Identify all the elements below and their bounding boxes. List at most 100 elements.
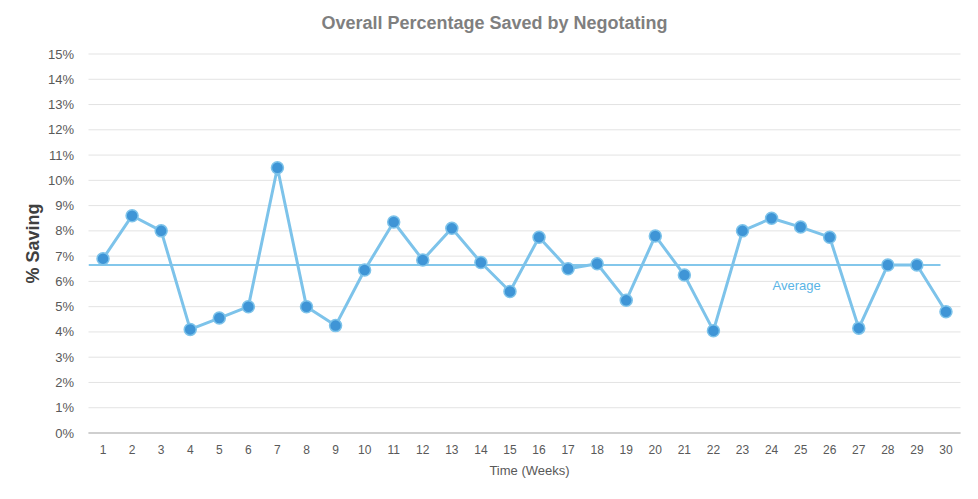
data-point: [301, 301, 313, 313]
x-tick-label: 9: [332, 443, 339, 457]
x-axis-line: [89, 433, 961, 434]
x-tick-label: 2: [129, 443, 136, 457]
plot-area: [89, 162, 952, 337]
y-axis-label: % Saving: [23, 203, 43, 283]
data-line: [103, 168, 946, 331]
x-tick-label: 27: [852, 443, 866, 457]
x-tick-label: 6: [245, 443, 252, 457]
x-tick-label: 8: [303, 443, 310, 457]
grid-line: [89, 205, 961, 206]
data-point: [737, 225, 749, 237]
data-point: [97, 253, 109, 265]
data-point: [795, 221, 807, 233]
x-tick-label: 4: [187, 443, 194, 457]
data-point: [882, 259, 894, 271]
y-tick-label: 14%: [48, 72, 74, 87]
y-tick-label: 4%: [55, 324, 74, 339]
y-tick-label: 9%: [55, 198, 74, 213]
x-tick-label: 13: [445, 443, 459, 457]
x-tick-label: 12: [416, 443, 430, 457]
x-tick-label: 30: [939, 443, 953, 457]
data-point: [766, 212, 778, 224]
y-tick-label: 0%: [55, 426, 74, 441]
data-point: [446, 222, 458, 234]
chart-svg: Overall Percentage Saved by Negotating 0%…: [0, 0, 978, 499]
data-point: [853, 322, 865, 334]
grid-line: [89, 54, 961, 55]
x-tick-label: 1: [100, 443, 107, 457]
grid-line: [89, 433, 961, 434]
grid-line: [89, 382, 961, 383]
x-tick-label: 10: [358, 443, 372, 457]
data-point: [271, 162, 283, 174]
data-point: [475, 256, 487, 268]
y-tick-label: 12%: [48, 122, 74, 137]
average-label: Average: [772, 278, 820, 293]
x-tick-label: 29: [910, 443, 924, 457]
y-tick-label: 5%: [55, 299, 74, 314]
x-tick-label: 15: [503, 443, 517, 457]
average-line: [89, 264, 941, 266]
y-tick-label: 7%: [55, 249, 74, 264]
grid-line: [89, 407, 961, 408]
data-point: [707, 325, 719, 337]
data-point: [649, 230, 661, 242]
x-tick-label: 26: [823, 443, 837, 457]
chart-container: Overall Percentage Saved by Negotating 0%…: [0, 0, 978, 499]
x-tick-label: 23: [736, 443, 750, 457]
data-point: [155, 225, 167, 237]
data-point: [330, 320, 342, 332]
grid-line: [89, 357, 961, 358]
data-point: [242, 301, 254, 313]
data-point: [591, 258, 603, 270]
x-tick-label: 17: [561, 443, 575, 457]
grid-line: [89, 129, 961, 130]
grid-line: [89, 155, 961, 156]
x-tick-label: 22: [707, 443, 721, 457]
data-point: [678, 269, 690, 281]
y-tick-label: 15%: [48, 47, 74, 62]
grid-line: [89, 331, 961, 332]
grid-line: [89, 256, 961, 257]
y-tick-label: 6%: [55, 274, 74, 289]
data-point: [940, 306, 952, 318]
grid-line: [89, 79, 961, 80]
x-axis-label: Time (Weeks): [489, 463, 569, 478]
x-tick-label: 24: [765, 443, 779, 457]
x-tick-label: 25: [794, 443, 808, 457]
y-tick-label: 13%: [48, 97, 74, 112]
x-tick-label: 20: [649, 443, 663, 457]
chart-title: Overall Percentage Saved by Negotating: [321, 13, 667, 33]
data-point: [388, 216, 400, 228]
data-point: [911, 259, 923, 271]
y-tick-label: 11%: [49, 148, 74, 163]
x-tick-label: 19: [620, 443, 634, 457]
grid-line: [89, 104, 961, 105]
data-point: [359, 264, 371, 276]
y-tick-label: 10%: [48, 173, 74, 188]
y-tick-label: 8%: [55, 223, 74, 238]
data-point: [620, 294, 632, 306]
data-point: [213, 312, 225, 324]
x-tick-label: 5: [216, 443, 223, 457]
data-point: [504, 286, 516, 298]
data-point: [417, 254, 429, 266]
x-tick-label: 21: [678, 443, 692, 457]
x-tick-label: 16: [532, 443, 546, 457]
y-tick-label: 3%: [55, 350, 74, 365]
grid-line: [89, 306, 961, 307]
x-tick-label: 3: [158, 443, 165, 457]
data-point: [533, 231, 545, 243]
y-tick-label: 2%: [55, 375, 74, 390]
data-point: [184, 323, 196, 335]
grid-line: [89, 281, 961, 282]
data-point: [562, 263, 574, 275]
x-tick-label: 11: [387, 443, 400, 457]
grid-line: [89, 180, 961, 181]
data-point: [126, 210, 138, 222]
y-tick-label: 1%: [55, 400, 74, 415]
data-point: [824, 231, 836, 243]
x-tick-label: 18: [590, 443, 604, 457]
x-tick-label: 28: [881, 443, 895, 457]
x-tick-label: 7: [274, 443, 281, 457]
